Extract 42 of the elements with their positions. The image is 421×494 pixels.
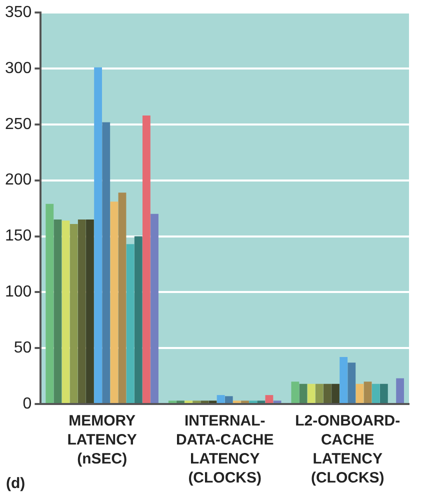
bar (332, 384, 340, 403)
bar (307, 384, 316, 403)
y-tick-label: 200 (4, 172, 32, 189)
bar (70, 224, 78, 403)
y-tick-label: 0 (22, 395, 32, 412)
bar (46, 204, 54, 403)
bar (291, 382, 300, 403)
x-tick-label: MEMORY LATENCY (nSEC) (67, 412, 137, 468)
x-tick-label: INTERNAL- DATA-CACHE LATENCY (CLOCKS) (176, 412, 274, 487)
y-tick-label: 300 (4, 60, 32, 77)
bar (364, 382, 372, 403)
bar (315, 384, 324, 403)
bar (54, 219, 62, 403)
bar (216, 395, 225, 403)
bar (142, 115, 150, 403)
y-tick-label: 350 (4, 4, 32, 22)
bar (150, 214, 158, 403)
bar (110, 202, 118, 403)
bar (356, 384, 364, 403)
bar (134, 236, 142, 403)
bar (372, 384, 380, 403)
bar (299, 384, 308, 403)
y-tick-label: 100 (4, 284, 32, 301)
bar (224, 396, 233, 403)
bar (126, 244, 134, 403)
bar (396, 378, 404, 403)
bar (348, 362, 356, 403)
y-tick-label: 150 (4, 228, 32, 245)
bar (78, 219, 86, 403)
x-tick-label: L2-ONBOARD- CACHE LATENCY (CLOCKS) (295, 412, 400, 487)
bar (380, 384, 388, 403)
bar (265, 395, 274, 403)
bar (323, 384, 332, 403)
bar (86, 219, 94, 403)
bar (118, 192, 126, 403)
text: (d) (6, 475, 26, 492)
bar (62, 220, 70, 403)
y-tick-label: 50 (14, 339, 32, 356)
bar (102, 122, 110, 403)
y-tick-label: 250 (4, 116, 32, 133)
bar (340, 357, 348, 403)
bar (94, 67, 102, 403)
